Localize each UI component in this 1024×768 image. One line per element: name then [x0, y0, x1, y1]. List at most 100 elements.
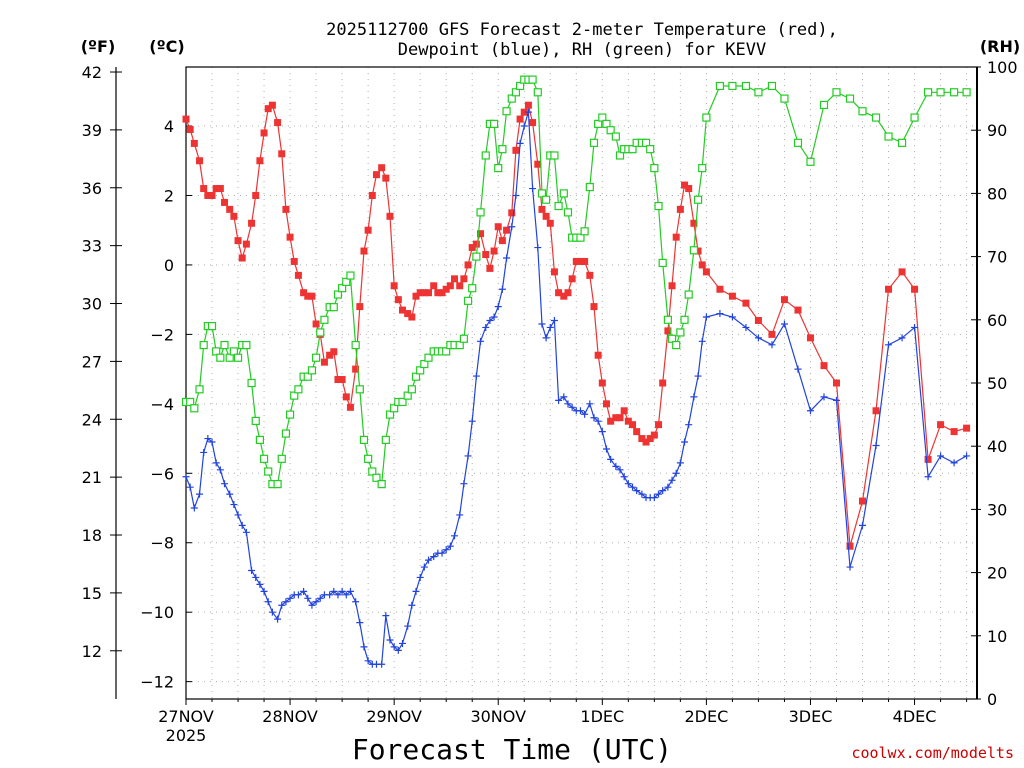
dewpoint-point	[672, 469, 680, 477]
temperature-point	[546, 219, 554, 227]
temperature-point	[581, 257, 589, 265]
dewpoint-point	[655, 490, 663, 498]
temperature-point	[498, 237, 506, 245]
dewpoint-point	[386, 636, 394, 644]
rh-point	[580, 227, 589, 236]
temperature-point	[372, 171, 380, 179]
dewpoint-point	[490, 313, 498, 321]
temperature-point	[404, 310, 412, 318]
rh-point	[255, 435, 264, 444]
temperature-point	[308, 292, 316, 300]
dewpoint-point	[352, 598, 360, 606]
temperature-point	[655, 421, 663, 429]
rh-point	[667, 334, 677, 343]
x-tick-label: 27NOV	[158, 707, 214, 726]
temperature-point	[477, 230, 485, 238]
temperature-point	[859, 497, 867, 505]
dewpoint-point	[260, 587, 268, 595]
series-relative-humidity	[181, 75, 971, 489]
dewpoint-point	[885, 341, 893, 349]
rh-unit-label: (RH)	[980, 37, 1020, 56]
temperature-point	[494, 223, 502, 231]
temperature-point	[268, 101, 276, 109]
dewpoint-point	[516, 139, 524, 147]
dewpoint-point	[304, 594, 312, 602]
temperature-point	[524, 101, 532, 109]
axes	[110, 66, 981, 705]
dewpoint-point	[681, 438, 689, 446]
dewpoint-point	[676, 459, 684, 467]
temperature-point	[238, 254, 246, 262]
temperature-point	[390, 282, 398, 290]
temperature-point	[542, 212, 550, 220]
rh-point	[346, 271, 355, 280]
rh-point	[598, 113, 607, 122]
temperature-point	[252, 191, 260, 199]
dewpoint-point	[382, 612, 390, 620]
celsius-unit-label: (ºC)	[149, 37, 184, 56]
rh-point	[950, 88, 959, 97]
temperature-point	[685, 185, 693, 193]
dewpoint-point	[216, 466, 224, 474]
celsius-tick-label: −6	[150, 464, 174, 483]
dewpoint-point	[430, 553, 438, 561]
temperature-point	[638, 435, 646, 443]
temperature-point	[468, 244, 476, 252]
rh-point	[641, 138, 651, 147]
fahrenheit-tick-label: 15	[82, 584, 102, 603]
temperature-point	[212, 185, 220, 193]
dewpoint-point	[268, 608, 276, 616]
fahrenheit-tick-label: 12	[82, 642, 102, 661]
dewpoint-point	[550, 316, 558, 324]
temperature-point	[274, 119, 282, 127]
temperature-point	[516, 115, 524, 123]
temperature-point	[472, 240, 480, 248]
temperature-point	[590, 303, 598, 311]
temperature-point	[937, 421, 945, 429]
temperature-point	[620, 407, 628, 415]
temperature-point	[832, 379, 840, 387]
temperature-point	[446, 282, 454, 290]
dewpoint-point	[754, 334, 762, 342]
dewpoint-point	[560, 393, 568, 401]
temperature-point	[602, 400, 610, 408]
temperature-point	[425, 289, 433, 297]
rh-point	[290, 391, 299, 400]
dewpoint-point	[534, 244, 542, 252]
rh-point	[385, 410, 395, 419]
dewpoint-point	[256, 580, 264, 588]
dewpoint-point	[364, 657, 372, 665]
rh-point	[672, 340, 681, 350]
dewpoint-point	[846, 563, 854, 571]
temperature-point	[264, 105, 272, 113]
rh-point	[455, 340, 464, 350]
rh-point	[585, 182, 594, 192]
dewpoint-point	[832, 396, 840, 404]
rh-point	[229, 347, 238, 356]
dewpoint-point	[408, 601, 416, 609]
dewpoint-point	[238, 521, 246, 529]
chart-subtitle: Dewpoint (blue), RH (green) for KEVV	[398, 40, 766, 60]
credit-text: coolwx.com/modelts	[851, 744, 1014, 762]
rh-point	[381, 435, 390, 444]
dewpoint-point	[590, 414, 598, 422]
dewpoint-point	[308, 601, 316, 609]
series-line	[185, 111, 967, 665]
dewpoint-point	[182, 473, 190, 481]
temperature-point	[659, 379, 667, 387]
dewpoint-point	[607, 455, 615, 463]
dewpoint-point	[538, 320, 546, 328]
dewpoint-point	[546, 323, 554, 331]
rh-tick-label: 20	[987, 564, 1007, 583]
celsius-tick-label: 4	[164, 117, 174, 136]
x-tick-label: 1DEC	[580, 707, 624, 726]
rh-point	[281, 429, 291, 438]
dewpoint-point	[924, 473, 932, 481]
x-tick-label: 2DEC	[685, 707, 729, 726]
temperature-point	[520, 108, 528, 116]
temperature-point	[482, 251, 490, 259]
dewpoint-point	[794, 365, 802, 373]
rh-point	[407, 385, 416, 394]
dewpoint-point	[472, 372, 480, 380]
rh-point	[463, 296, 473, 305]
